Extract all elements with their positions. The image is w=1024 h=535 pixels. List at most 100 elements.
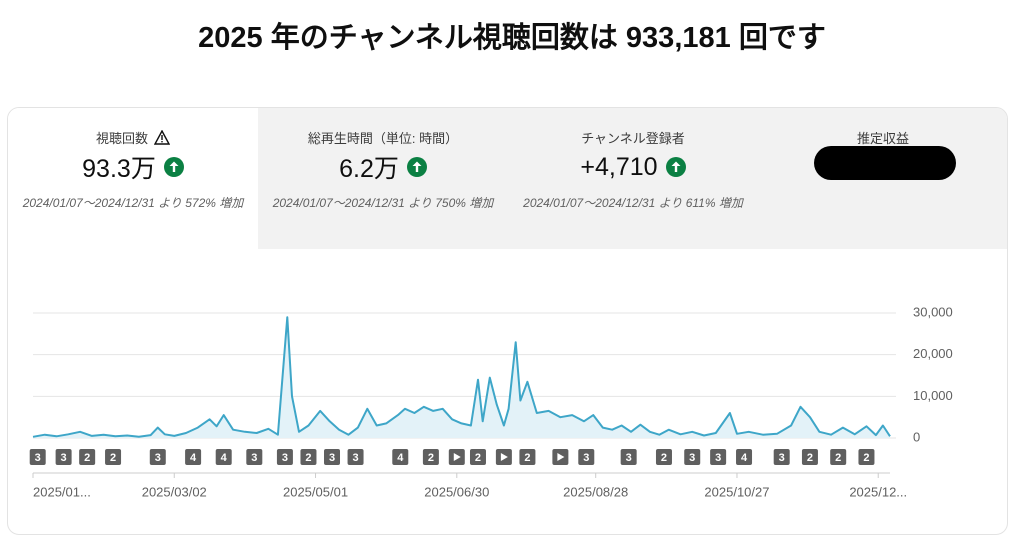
marker-label: 3 — [779, 452, 785, 464]
marker-box — [801, 449, 818, 465]
metric-change: 2024/01/07～2024/12/31 より 750% 増加 — [272, 196, 494, 210]
marker-box — [300, 449, 317, 465]
marker-box — [29, 449, 46, 465]
marker-box — [185, 449, 202, 465]
event-marker[interactable]: 4 — [185, 449, 202, 465]
marker-box — [736, 449, 753, 465]
event-marker[interactable]: 3 — [55, 449, 72, 465]
event-marker[interactable]: 4 — [736, 449, 753, 465]
x-tick-label: 2025/03/02 — [142, 484, 207, 499]
area — [33, 317, 890, 438]
metric-tab[interactable]: 視聴回数 93.3万 2024/01/07～2024/12/31 より 572%… — [8, 108, 258, 249]
metric-label: 推定収益 — [856, 130, 909, 146]
event-marker[interactable]: 2 — [858, 449, 875, 465]
event-marker[interactable]: 3 — [149, 449, 166, 465]
event-marker[interactable]: 4 — [392, 449, 409, 465]
event-marker[interactable]: 2 — [655, 449, 672, 465]
metric-label: 視聴回数 — [95, 130, 148, 146]
marker-box — [469, 449, 486, 465]
marker-box — [79, 449, 96, 465]
marker-label: 3 — [583, 452, 589, 464]
event-marker[interactable]: 3 — [620, 449, 637, 465]
event-marker[interactable]: 2 — [300, 449, 317, 465]
marker-label: 2 — [84, 452, 90, 464]
marker-box — [392, 449, 409, 465]
marker-label: 3 — [329, 452, 335, 464]
event-marker[interactable]: 2 — [469, 449, 486, 465]
event-marker[interactable]: 2 — [801, 449, 818, 465]
marker-box — [578, 449, 595, 465]
marker-label: 3 — [282, 452, 288, 464]
marker-label: 3 — [715, 452, 721, 464]
metric-label: チャンネル登録者 — [581, 130, 685, 146]
marker-label: 3 — [35, 452, 41, 464]
event-marker[interactable]: 3 — [578, 449, 595, 465]
event-marker[interactable]: 3 — [29, 449, 46, 465]
event-marker[interactable]: 3 — [246, 449, 263, 465]
event-marker[interactable]: 3 — [710, 449, 727, 465]
redaction — [814, 146, 956, 180]
event-marker[interactable]: 3 — [347, 449, 364, 465]
event-marker[interactable]: 2 — [830, 449, 847, 465]
up-icon — [406, 157, 427, 177]
metric-value: 93.3万 — [82, 155, 156, 183]
marker-box — [105, 449, 122, 465]
marker-label: 4 — [190, 452, 197, 464]
event-marker[interactable]: 3 — [276, 449, 293, 465]
x-tick-label: 2025/01... — [33, 484, 91, 499]
marker-label: 4 — [221, 452, 228, 464]
marker-label: 2 — [661, 452, 667, 464]
x-tick-label: 2025/05/01 — [283, 484, 348, 499]
marker-box — [684, 449, 701, 465]
marker-label: 2 — [835, 452, 841, 464]
marker-label: 2 — [428, 452, 434, 464]
marker-label: 2 — [305, 452, 311, 464]
event-marker[interactable]: 3 — [684, 449, 701, 465]
marker-box — [324, 449, 341, 465]
event-marker[interactable]: 2 — [105, 449, 122, 465]
play-icon — [453, 453, 461, 461]
event-marker[interactable] — [448, 449, 465, 465]
marker-box — [55, 449, 72, 465]
warning-icon[interactable] — [154, 129, 170, 145]
event-marker[interactable]: 2 — [422, 449, 439, 465]
marker-box — [422, 449, 439, 465]
marker-label: 3 — [155, 452, 161, 464]
x-tick-label: 2025/12... — [849, 484, 907, 499]
marker-label: 2 — [863, 452, 869, 464]
y-tick-label: 30,000 — [913, 304, 953, 319]
marker-label: 3 — [626, 452, 632, 464]
marker-box — [710, 449, 727, 465]
marker-label: 2 — [524, 452, 530, 464]
marker-box — [347, 449, 364, 465]
event-marker[interactable]: 3 — [324, 449, 341, 465]
metric-change: 2024/01/07～2024/12/31 より 611% 増加 — [523, 196, 743, 210]
event-marker[interactable]: 2 — [79, 449, 96, 465]
event-marker[interactable]: 2 — [519, 449, 536, 465]
marker-box — [830, 449, 847, 465]
metric-tab[interactable]: チャンネル登録者 +4,710 2024/01/07～2024/12/31 より… — [508, 108, 758, 249]
marker-box — [246, 449, 263, 465]
marker-label: 2 — [807, 452, 813, 464]
event-marker[interactable]: 4 — [215, 449, 232, 465]
marker-box — [773, 449, 790, 465]
up-icon — [665, 157, 686, 177]
marker-box — [858, 449, 875, 465]
marker-label: 3 — [689, 452, 695, 464]
event-marker[interactable] — [552, 449, 569, 465]
metric-tab[interactable]: 総再生時間（単位: 時間） 6.2万 2024/01/07～2024/12/31… — [258, 108, 508, 249]
marker-label: 4 — [397, 452, 404, 464]
metric-change: 2024/01/07～2024/12/31 より 572% 増加 — [22, 196, 244, 210]
event-marker[interactable] — [495, 449, 512, 465]
event-marker[interactable]: 3 — [773, 449, 790, 465]
play-icon — [557, 453, 565, 461]
x-tick-label: 2025/06/30 — [424, 484, 489, 499]
metric-tab[interactable]: 推定収益 — [758, 108, 1007, 249]
marker-box — [519, 449, 536, 465]
marker-label: 3 — [251, 452, 257, 464]
y-tick-label: 0 — [913, 429, 920, 444]
play-icon — [500, 453, 508, 461]
metric-value: +4,710 — [580, 152, 658, 181]
